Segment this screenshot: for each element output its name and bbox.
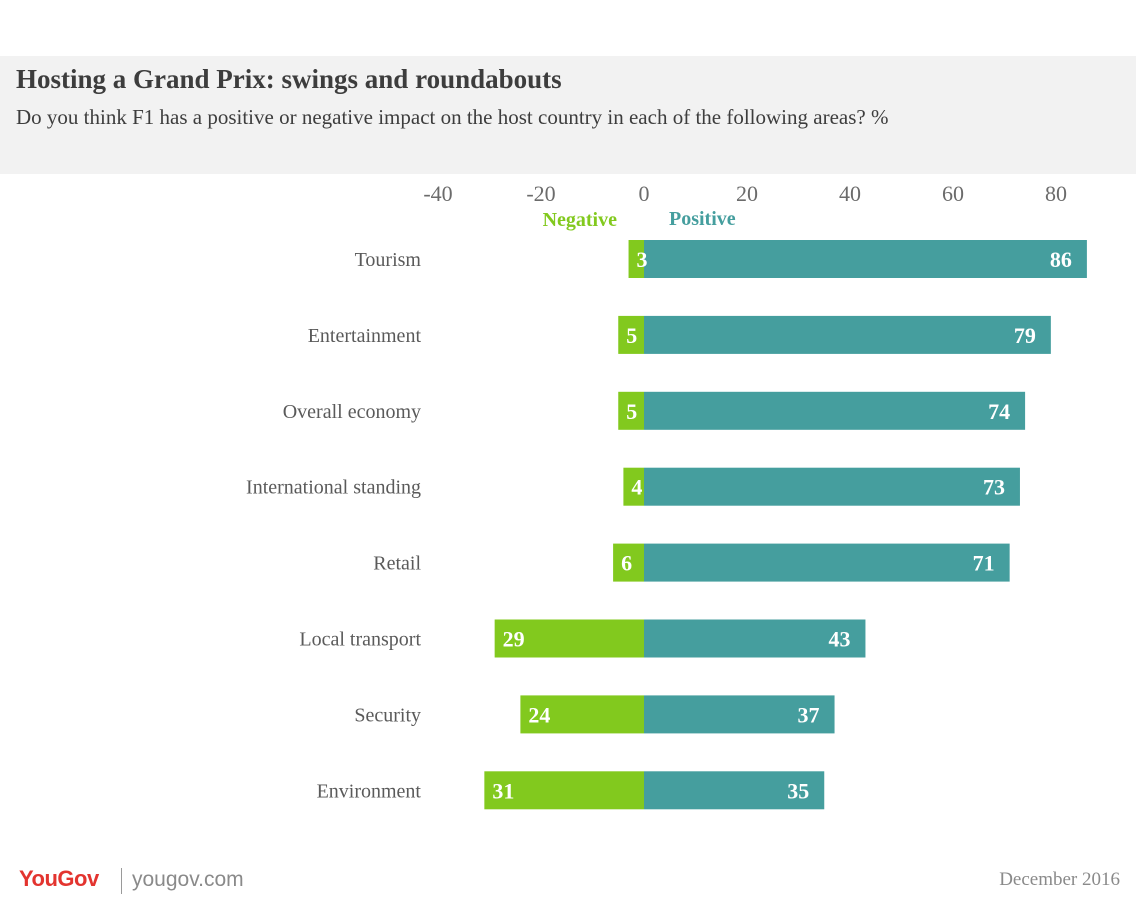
data-label-negative: 31 <box>492 778 514 803</box>
footer-date: December 2016 <box>999 869 1120 890</box>
bar-positive <box>644 240 1087 278</box>
data-label-negative: 29 <box>503 627 525 652</box>
data-label-negative: 5 <box>626 323 637 348</box>
x-tick-label: 0 <box>639 181 650 206</box>
x-tick-label: 40 <box>839 181 861 206</box>
data-label-negative: 5 <box>626 399 637 424</box>
data-label-positive: 86 <box>1050 247 1072 272</box>
category-label: Local transport <box>299 629 421 651</box>
legend-positive: Positive <box>669 208 736 230</box>
bar-positive <box>644 619 866 658</box>
legend-negative: Negative <box>543 209 618 231</box>
bar-negative <box>613 543 644 582</box>
chart-header: Hosting a Grand Prix: swings and roundab… <box>0 56 1136 174</box>
x-tick-label: -40 <box>423 181 452 206</box>
data-label-positive: 35 <box>787 778 809 803</box>
yougov-logo: YouGov <box>19 866 99 891</box>
footer-url: yougov.com <box>132 868 244 891</box>
data-label-positive: 73 <box>983 475 1005 500</box>
category-label: Entertainment <box>308 325 422 347</box>
data-label-positive: 79 <box>1014 323 1036 348</box>
data-label-positive: 71 <box>973 551 995 576</box>
x-tick-label: 20 <box>736 181 758 206</box>
bar-positive <box>644 391 1026 430</box>
bar-chart: -40 -20 0 20 40 60 80 Negative Positive Tourism 3 8… <box>246 181 1087 810</box>
data-label-negative: 4 <box>631 475 642 500</box>
chart-subtitle: Do you think F1 has a positive or negati… <box>16 105 889 129</box>
x-tick-label: 60 <box>942 181 964 206</box>
bar-positive <box>644 695 835 734</box>
category-label: Overall economy <box>283 401 421 423</box>
category-label: Retail <box>373 553 421 575</box>
bar-negative <box>618 391 644 430</box>
data-label-negative: 3 <box>637 247 648 272</box>
bar-positive <box>644 771 825 810</box>
bar-negative <box>484 771 644 810</box>
bar-positive <box>644 467 1020 506</box>
x-tick-label: -20 <box>526 181 555 206</box>
bar-negative <box>628 240 644 278</box>
bar-negative <box>494 619 644 658</box>
bar-negative <box>623 467 644 506</box>
category-label: Security <box>354 704 421 726</box>
bar-positive <box>644 315 1051 354</box>
chart-title: Hosting a Grand Prix: swings and roundab… <box>16 64 562 94</box>
bar-negative <box>520 695 644 734</box>
x-tick-label: 80 <box>1045 181 1067 206</box>
data-label-positive: 37 <box>798 702 820 727</box>
category-label: Tourism <box>355 249 422 271</box>
data-label-negative: 24 <box>528 702 550 727</box>
category-label: Environment <box>317 780 422 802</box>
category-label: International standing <box>246 477 421 499</box>
data-label-negative: 6 <box>621 551 632 576</box>
bar-negative <box>618 315 644 354</box>
data-label-positive: 43 <box>828 627 850 652</box>
footer-divider <box>121 868 122 894</box>
bar-positive <box>644 543 1010 582</box>
data-label-positive: 74 <box>988 399 1010 424</box>
